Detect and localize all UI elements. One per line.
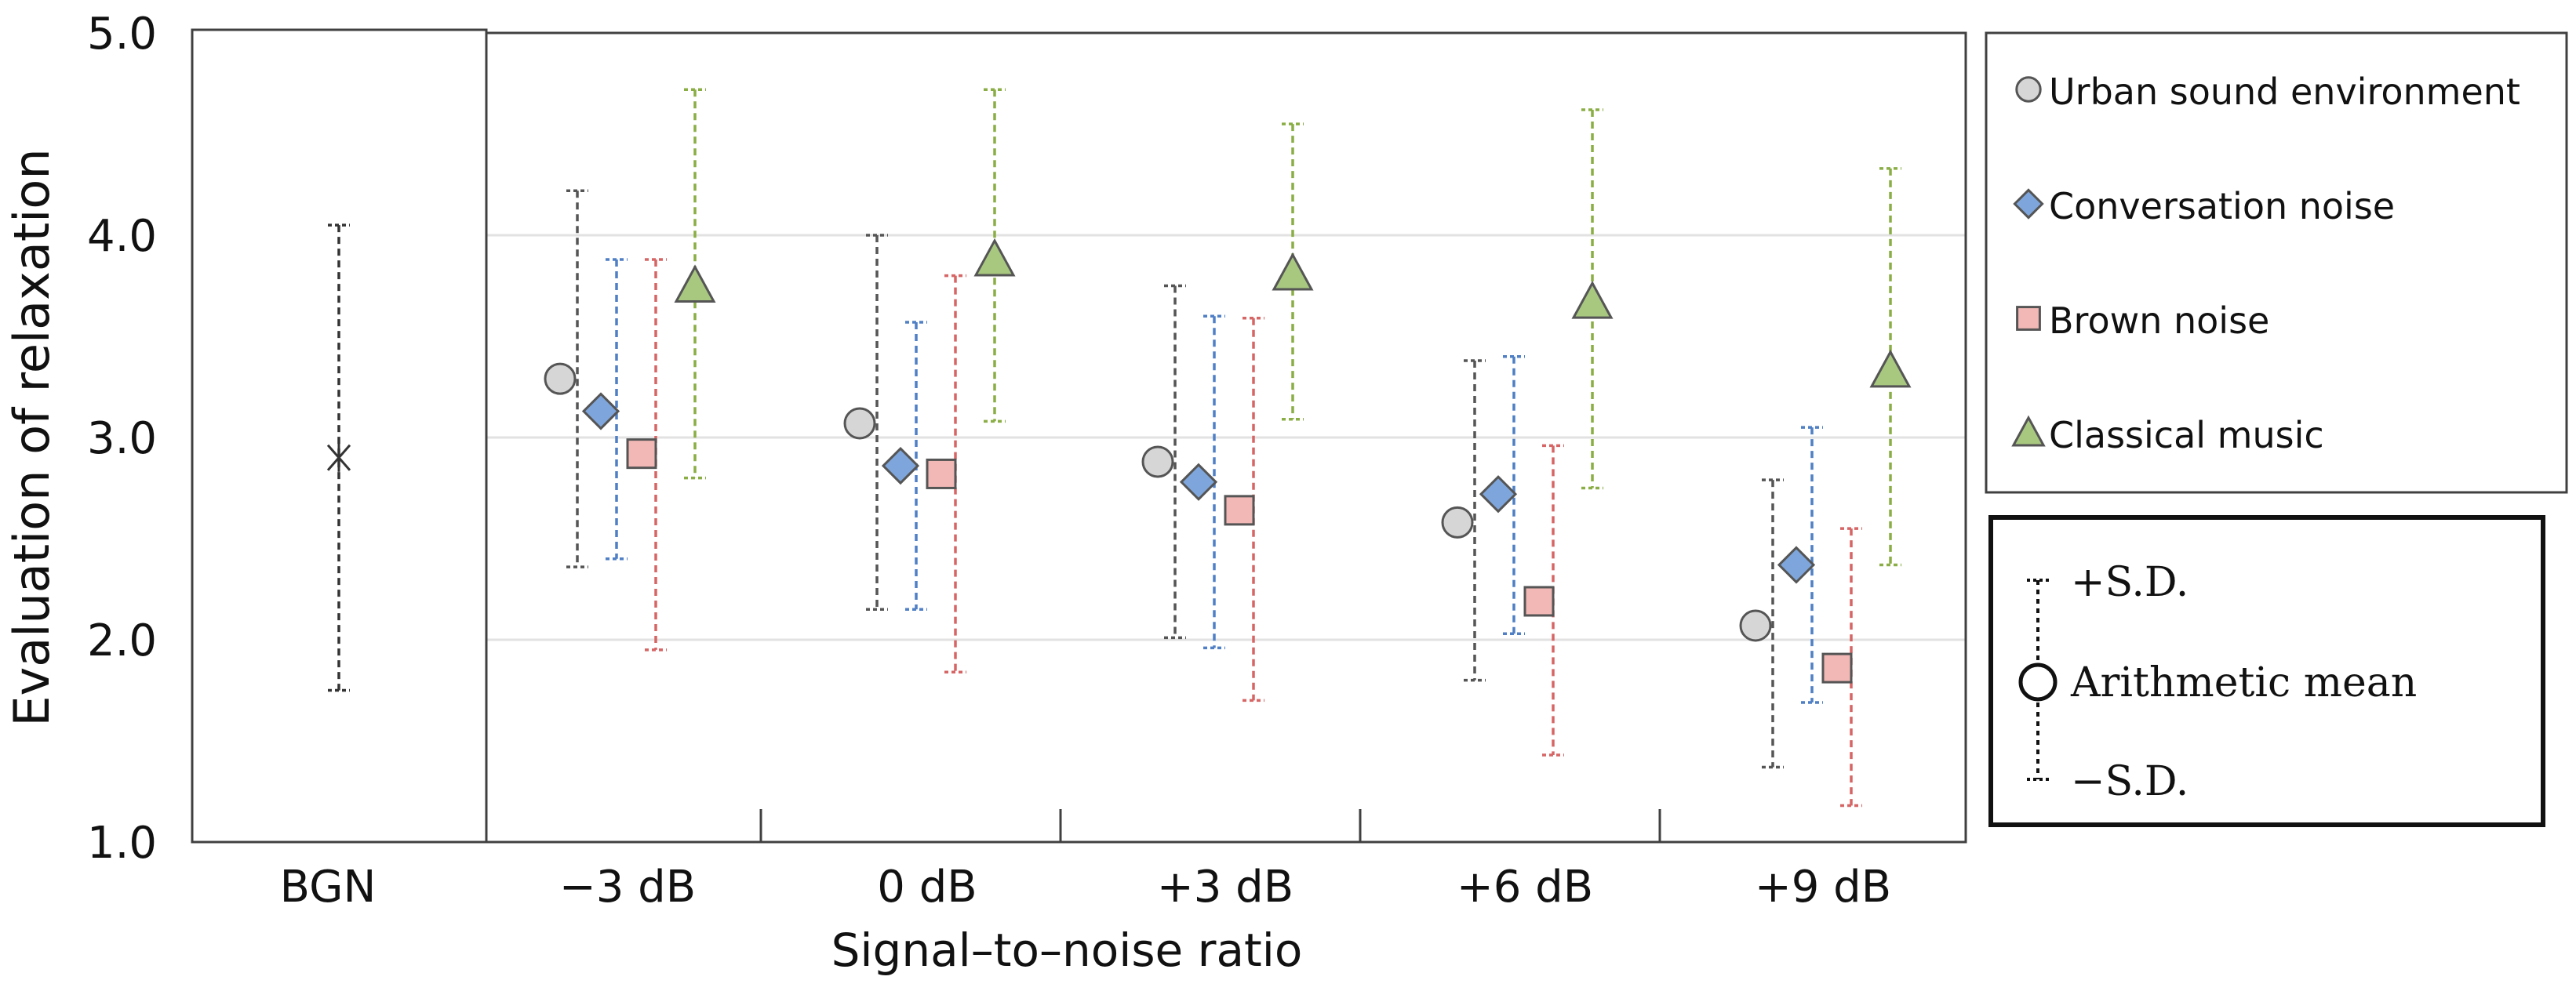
classical-music-point	[1869, 349, 1912, 388]
legend-marker-brown-noise	[2016, 306, 2041, 331]
x-tick-label: 0 dB	[877, 862, 977, 913]
brown-noise-point	[926, 458, 957, 489]
classical-music-point	[1272, 252, 1314, 291]
baseline-mean-marker	[326, 443, 351, 472]
legend-label-conversation-noise: Conversation noise	[2049, 185, 2395, 227]
legend: Urban sound environment Conversation nois…	[1985, 31, 2568, 494]
grid-lines	[486, 234, 1966, 641]
brown-noise-errorbar	[1840, 527, 1862, 808]
key-plus-sd-label: +S.D.	[2071, 559, 2189, 606]
conversation-noise-point	[581, 392, 620, 430]
legend-marker-urban-sound-environment	[2015, 76, 2042, 103]
category-separators	[759, 809, 1661, 842]
y-tick-label: 4.0	[87, 211, 157, 262]
conversation-noise-point	[1479, 475, 1518, 514]
data-marks	[326, 88, 1912, 808]
conversation-noise-point	[1777, 546, 1816, 584]
conversation-noise-errorbar	[606, 258, 628, 561]
y-tick-label: 3.0	[87, 413, 157, 464]
brown-noise-point	[1224, 495, 1255, 526]
conversation-noise-point	[881, 446, 920, 485]
legend-label-urban-sound-environment: Urban sound environment	[2049, 71, 2520, 113]
legend-label-brown-noise: Brown noise	[2049, 299, 2269, 342]
y-tick-label: 5.0	[87, 9, 157, 60]
urban-sound-environment-point	[1141, 445, 1174, 478]
x-tick-label: −3 dB	[559, 862, 696, 913]
urban-sound-environment-errorbar	[1762, 478, 1784, 769]
urban-sound-environment-errorbar	[1164, 284, 1186, 640]
baseline-panel-frame	[191, 28, 488, 844]
key-mean-marker	[2018, 662, 2058, 702]
conversation-noise-errorbar	[1503, 355, 1525, 636]
y-tick-label: 1.0	[87, 818, 157, 869]
x-tick-label-baseline: BGN	[280, 862, 377, 913]
classical-music-point	[973, 238, 1016, 277]
brown-noise-point	[626, 438, 657, 470]
classical-music-point	[674, 264, 716, 303]
brown-noise-errorbar	[944, 274, 966, 674]
urban-sound-environment-point	[1739, 609, 1772, 642]
legend-item-urban-sound-environment: Urban sound environment	[2015, 71, 2520, 113]
classical-music-errorbar	[1879, 167, 1901, 567]
baseline-errorbar	[328, 223, 350, 692]
errorbar-key: +S.D. Arithmetic mean −S.D.	[1988, 515, 2545, 827]
urban-sound-environment-point	[843, 407, 876, 440]
classical-music-point	[1571, 281, 1614, 319]
x-axis-label: Signal–to–noise ratio	[831, 924, 1303, 977]
legend-frame	[1985, 31, 2568, 494]
key-mean-label: Arithmetic mean	[2070, 659, 2417, 706]
urban-sound-environment-point	[1441, 506, 1474, 539]
y-axis-label: Evaluation of relaxation	[3, 148, 60, 726]
conversation-noise-point	[1179, 463, 1218, 501]
legend-item-conversation-noise: Conversation noise	[2013, 185, 2395, 227]
x-tick-label: +6 dB	[1457, 862, 1593, 913]
brown-noise-point	[1821, 652, 1853, 684]
urban-sound-environment-errorbar	[866, 234, 888, 612]
legend-item-brown-noise: Brown noise	[2016, 299, 2269, 342]
x-tick-labels: BGN −3 dB 0 dB +3 dB +6 dB +9 dB	[280, 862, 1892, 913]
y-tick-label: 2.0	[87, 615, 157, 666]
conversation-noise-errorbar	[1801, 426, 1823, 704]
legend-label-classical-music: Classical music	[2049, 414, 2324, 456]
x-tick-label: +9 dB	[1755, 862, 1891, 913]
legend-marker-classical-music	[2011, 415, 2046, 447]
errorbar-key-frame	[1988, 515, 2545, 827]
brown-noise-point	[1523, 586, 1555, 617]
urban-sound-environment-errorbar	[566, 189, 588, 568]
legend-marker-conversation-noise	[2013, 188, 2044, 220]
y-tick-labels: 1.0 2.0 3.0 4.0 5.0	[87, 9, 157, 869]
urban-sound-environment-errorbar	[1464, 359, 1486, 682]
x-tick-label: +3 dB	[1157, 862, 1293, 913]
urban-sound-environment-point	[544, 362, 577, 395]
legend-item-classical-music: Classical music	[2011, 414, 2324, 456]
key-minus-sd-label: −S.D.	[2071, 758, 2189, 805]
